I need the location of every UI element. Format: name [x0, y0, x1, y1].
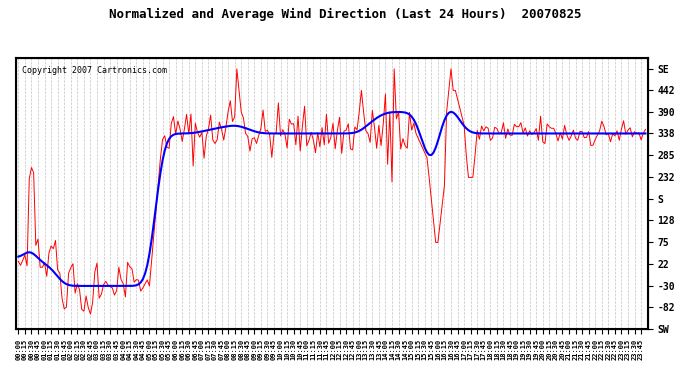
Text: Normalized and Average Wind Direction (Last 24 Hours)  20070825: Normalized and Average Wind Direction (L…: [109, 8, 581, 21]
Text: Copyright 2007 Cartronics.com: Copyright 2007 Cartronics.com: [23, 66, 168, 75]
